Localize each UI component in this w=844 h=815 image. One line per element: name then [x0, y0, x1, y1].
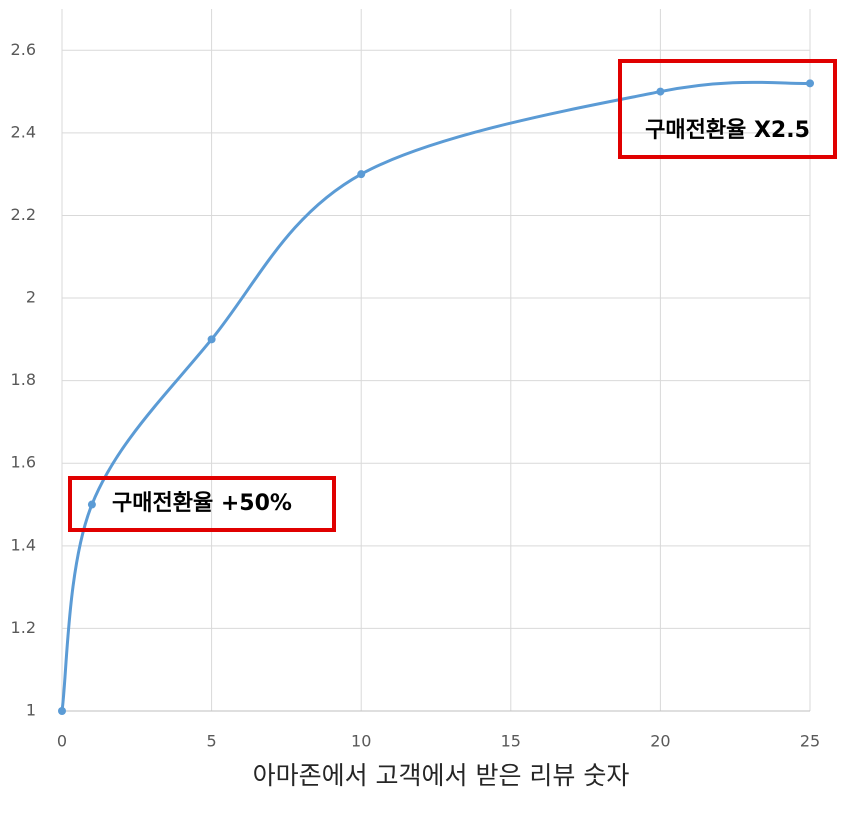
annotation-box: [618, 59, 837, 159]
point: [207, 335, 216, 344]
y-tick-label: 1.8: [11, 370, 36, 389]
y-tick-label: 1.6: [11, 453, 36, 472]
y-tick-label: 2.2: [11, 205, 36, 224]
y-tick-label: 1.2: [11, 618, 36, 637]
annotation: 구매전환율 +50%: [112, 491, 292, 516]
line: [60, 80, 811, 712]
y-tick-label: 2.4: [11, 122, 36, 141]
y-tick-label: 1: [26, 701, 36, 720]
x-tick-label: 15: [501, 732, 521, 751]
y-tick-label: 2: [26, 288, 36, 307]
x-tick-label: 0: [57, 732, 67, 751]
point: [806, 79, 814, 88]
point: [87, 500, 96, 509]
x-tick-label: 5: [207, 732, 217, 751]
x-axis-label: 아마존에서 고객에서 받은 리뷰 숫자: [253, 761, 630, 790]
x-tick-label: 10: [351, 732, 371, 751]
x-tick-label: 25: [800, 732, 820, 751]
annotation-box: [68, 476, 336, 532]
y-tick-label: 2.6: [11, 40, 36, 59]
y-tick-label: 1.4: [11, 535, 36, 554]
x-tick-label: 20: [650, 732, 670, 751]
point: [656, 87, 665, 96]
point: [58, 707, 66, 715]
point: [357, 170, 366, 179]
annotation: 구매전환율 X2.5: [645, 118, 810, 143]
